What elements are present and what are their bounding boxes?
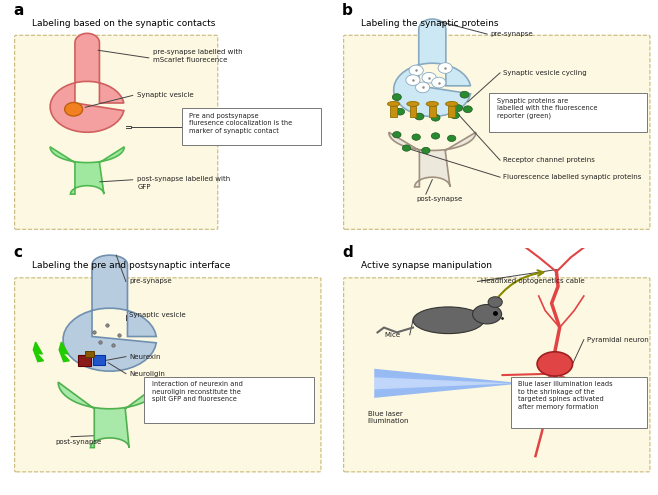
Bar	[78, 355, 91, 366]
Text: Labeling based on the synaptic contacts: Labeling based on the synaptic contacts	[32, 19, 216, 28]
FancyBboxPatch shape	[343, 278, 650, 472]
Ellipse shape	[445, 101, 458, 106]
Circle shape	[453, 104, 463, 111]
Circle shape	[409, 65, 423, 76]
FancyBboxPatch shape	[182, 108, 321, 146]
Text: b: b	[342, 2, 353, 18]
Polygon shape	[374, 381, 494, 386]
Ellipse shape	[413, 307, 484, 334]
Polygon shape	[50, 33, 124, 132]
Ellipse shape	[426, 101, 438, 106]
Bar	[390, 106, 397, 116]
Bar	[410, 106, 416, 116]
Text: Neuroligin: Neuroligin	[129, 371, 165, 377]
Circle shape	[392, 94, 401, 100]
Polygon shape	[374, 377, 513, 390]
Polygon shape	[374, 375, 484, 392]
Ellipse shape	[407, 101, 419, 106]
FancyBboxPatch shape	[143, 377, 315, 423]
Circle shape	[395, 108, 405, 115]
Text: post-synapse: post-synapse	[416, 196, 463, 202]
Text: Labeling the synaptic proteins: Labeling the synaptic proteins	[361, 19, 499, 28]
Polygon shape	[63, 255, 156, 371]
Text: Mice: Mice	[384, 332, 400, 338]
Text: Blue laser illumination leads
to the shrinkage of the
targeted spines activated
: Blue laser illumination leads to the shr…	[518, 381, 613, 410]
Text: Blue laser
illumination: Blue laser illumination	[368, 410, 409, 424]
Circle shape	[406, 75, 420, 86]
Circle shape	[488, 297, 502, 307]
Polygon shape	[59, 342, 69, 362]
Text: Receptor channel proteins: Receptor channel proteins	[503, 157, 595, 163]
Bar	[85, 350, 94, 357]
Ellipse shape	[537, 352, 572, 376]
Text: Pyramidal neuron: Pyramidal neuron	[587, 337, 649, 343]
Text: pre-synapse labelled with
mScarlet fluorecence: pre-synapse labelled with mScarlet fluor…	[153, 49, 243, 63]
Circle shape	[431, 114, 440, 121]
Text: post-synapse: post-synapse	[55, 439, 101, 445]
Text: Headfixed optogenetics cable: Headfixed optogenetics cable	[480, 279, 584, 285]
Text: Synaptic vesicle: Synaptic vesicle	[137, 92, 194, 98]
Text: post-synapse labelled with
GFP: post-synapse labelled with GFP	[137, 177, 230, 190]
Circle shape	[402, 145, 411, 151]
Ellipse shape	[388, 101, 400, 106]
Polygon shape	[389, 132, 476, 187]
Polygon shape	[58, 382, 161, 447]
Ellipse shape	[472, 304, 501, 324]
Circle shape	[463, 106, 472, 113]
Bar	[449, 106, 455, 116]
Text: pre-synapse: pre-synapse	[490, 31, 533, 37]
Text: Interaction of neurexin and
neuroligin reconstitute the
split GFP and fluoresenc: Interaction of neurexin and neuroligin r…	[152, 381, 243, 402]
Text: Labeling the pre and postsynaptic interface: Labeling the pre and postsynaptic interf…	[32, 261, 231, 270]
Circle shape	[416, 82, 430, 93]
Text: Synaptic vesicle: Synaptic vesicle	[129, 312, 186, 318]
Text: Synaptic proteins are
labelled with the fluorescence
reporter (green): Synaptic proteins are labelled with the …	[497, 98, 597, 119]
Polygon shape	[374, 369, 522, 398]
Circle shape	[64, 102, 83, 116]
FancyBboxPatch shape	[14, 35, 218, 229]
Circle shape	[422, 72, 436, 83]
Circle shape	[422, 148, 430, 153]
Bar	[429, 106, 436, 116]
Circle shape	[412, 134, 420, 140]
Text: Neurexin: Neurexin	[129, 353, 161, 360]
Polygon shape	[50, 147, 124, 194]
Circle shape	[415, 113, 424, 120]
Text: d: d	[342, 245, 353, 260]
Polygon shape	[374, 381, 503, 386]
Circle shape	[460, 91, 469, 98]
FancyBboxPatch shape	[489, 94, 647, 132]
Text: c: c	[13, 245, 22, 260]
Polygon shape	[374, 369, 522, 398]
FancyBboxPatch shape	[14, 278, 321, 472]
Circle shape	[432, 77, 446, 88]
Circle shape	[432, 133, 440, 139]
Circle shape	[393, 132, 401, 138]
Circle shape	[447, 135, 456, 142]
Polygon shape	[374, 375, 513, 392]
Text: pre-synapse: pre-synapse	[129, 279, 172, 285]
Circle shape	[450, 112, 459, 119]
FancyBboxPatch shape	[511, 377, 647, 428]
Text: Synaptic vesicle cycling: Synaptic vesicle cycling	[503, 70, 587, 76]
Text: Active synapse manipulation: Active synapse manipulation	[361, 261, 492, 270]
Polygon shape	[393, 19, 470, 116]
Text: Pre and postsynapse
fluresence colocalization is the
marker of synaptic contact: Pre and postsynapse fluresence colocaliz…	[189, 113, 292, 134]
FancyArrowPatch shape	[409, 91, 463, 104]
Text: a: a	[13, 2, 24, 18]
Polygon shape	[34, 342, 43, 362]
Text: Fluorescence labelled synaptic proteins: Fluorescence labelled synaptic proteins	[503, 174, 642, 180]
Circle shape	[438, 63, 452, 73]
Bar	[93, 355, 105, 365]
FancyBboxPatch shape	[343, 35, 650, 229]
